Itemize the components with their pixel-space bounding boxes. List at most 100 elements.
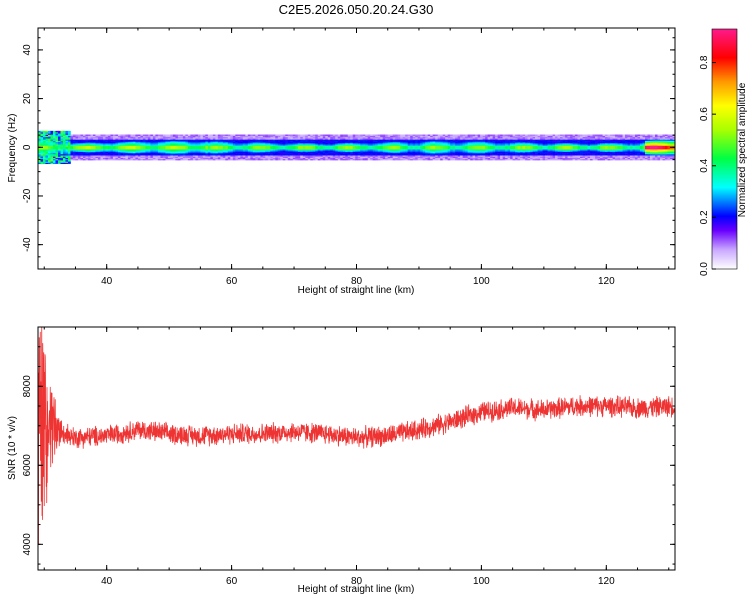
spectrogram-cell xyxy=(60,147,64,150)
spectrogram-cell xyxy=(185,134,189,137)
spectrogram-cell xyxy=(290,136,294,139)
spectrogram-cell xyxy=(470,140,473,143)
spectrogram-cell xyxy=(190,138,194,140)
spectrogram-cell xyxy=(270,144,274,146)
spectrogram-cell xyxy=(565,144,568,146)
spectrogram-cell xyxy=(55,147,59,150)
spectrogram-cell xyxy=(572,151,576,154)
spectrogram-cell xyxy=(202,150,206,152)
spectrogram-cell xyxy=(440,149,443,151)
spectrogram-cell xyxy=(252,149,256,151)
spectrogram-cell xyxy=(395,138,399,140)
spectrogram-cell xyxy=(305,140,309,143)
spectrogram-cell xyxy=(155,150,159,152)
spectrogram-cell xyxy=(292,149,296,151)
spectrogram-cell xyxy=(57,130,61,133)
spectrogram-cell xyxy=(507,141,511,144)
spectrogram-cell xyxy=(535,140,538,143)
spectrogram-cell xyxy=(587,152,591,155)
spectrogram-cell xyxy=(455,153,458,156)
spectrogram-cell xyxy=(447,138,451,140)
spectrogram-cell xyxy=(92,158,96,161)
spectrogram-cell xyxy=(38,156,41,158)
spectrogram-cell xyxy=(435,144,438,146)
spectrogram-cell xyxy=(582,145,586,147)
spectrogram-cell xyxy=(520,140,523,143)
spectrogram-cell xyxy=(130,139,134,141)
spectrogram-cell xyxy=(520,141,523,144)
spectrogram-cell xyxy=(117,152,121,155)
spectrogram-cell xyxy=(237,156,241,158)
spectrogram-cell xyxy=(557,158,561,161)
spectrogram-cell xyxy=(522,151,526,154)
spectrogram-cell xyxy=(170,151,174,154)
spectrogram-cell xyxy=(540,153,543,156)
spectrogram-cell xyxy=(397,134,401,137)
spectrogram-cell xyxy=(357,143,361,145)
spectrogram-cell xyxy=(355,147,359,150)
spectrogram-cell xyxy=(400,143,404,145)
spectrogram-cell xyxy=(337,157,341,160)
spectrogram-cell xyxy=(272,157,276,160)
spectrogram-cell xyxy=(72,135,76,138)
spectrogram-cell xyxy=(92,134,96,137)
spectrogram-cell xyxy=(52,138,56,140)
spectrogram-cell xyxy=(300,157,304,160)
spectrogram-cell xyxy=(607,138,611,140)
spectrogram-cell xyxy=(465,134,468,137)
spectrogram-cell xyxy=(405,141,409,144)
spectrogram-cell xyxy=(390,135,394,138)
spectrogram-cell xyxy=(290,150,294,152)
spectrogram-cell xyxy=(367,157,371,160)
spectrogram-cell xyxy=(337,138,341,140)
spectrogram-cell xyxy=(587,136,591,139)
spectrogram-cell xyxy=(445,138,448,140)
spectrogram-cell xyxy=(475,145,478,147)
spectrogram-cell xyxy=(395,151,399,154)
spectrogram-cell xyxy=(135,146,139,149)
spectrogram-cell xyxy=(310,138,314,140)
spectrogram-cell xyxy=(227,145,231,147)
spectrogram-cell xyxy=(80,151,84,154)
spectrogram-cell xyxy=(497,150,501,152)
spectrogram-cell xyxy=(45,150,49,152)
spectrogram-cell xyxy=(465,155,468,157)
spectrogram-cell xyxy=(377,144,381,146)
spectrogram-cell xyxy=(267,135,271,138)
spectrogram-cell xyxy=(282,156,286,158)
spectrogram-cell xyxy=(315,153,319,156)
spectrogram-cell xyxy=(252,150,256,152)
spectrogram-cell xyxy=(547,138,551,140)
spectrogram-cell xyxy=(80,146,84,149)
spectrogram-cell xyxy=(462,158,466,161)
spectrogram-cell xyxy=(615,146,618,149)
spectrogram-cell xyxy=(280,134,284,137)
spectrogram-cell xyxy=(435,158,438,161)
spectrogram-cell xyxy=(490,139,493,141)
spectrogram-cell xyxy=(52,155,56,157)
spectrogram-cell xyxy=(437,141,441,144)
spectrogram-cell xyxy=(312,157,316,160)
spectrogram-cell xyxy=(152,141,156,144)
spectrogram-cell xyxy=(167,141,171,144)
spectrogram-cell xyxy=(370,141,374,144)
spectrogram-cell xyxy=(410,138,414,140)
spectrogram-cell xyxy=(467,139,471,141)
spectrogram-cell xyxy=(270,150,274,152)
spectrogram-cell xyxy=(140,143,144,145)
spectrogram-cell xyxy=(615,136,618,139)
spectrogram-cell xyxy=(302,139,306,141)
spectrogram-cell xyxy=(557,152,561,155)
spectrogram-cell xyxy=(510,158,513,161)
spectrogram-cell xyxy=(202,155,206,157)
spectrogram-cell xyxy=(232,145,236,147)
spectrogram-cell xyxy=(392,157,396,160)
spectrogram-cell xyxy=(310,149,314,151)
spectrogram-cell xyxy=(300,136,304,139)
spectrogram-cell xyxy=(530,151,533,154)
spectrogram-cell xyxy=(367,156,371,158)
spectrogram-cell xyxy=(200,156,204,158)
spectrogram-cell xyxy=(65,157,69,160)
spectrogram-cell xyxy=(405,158,409,161)
spectrogram-cell xyxy=(65,139,69,141)
